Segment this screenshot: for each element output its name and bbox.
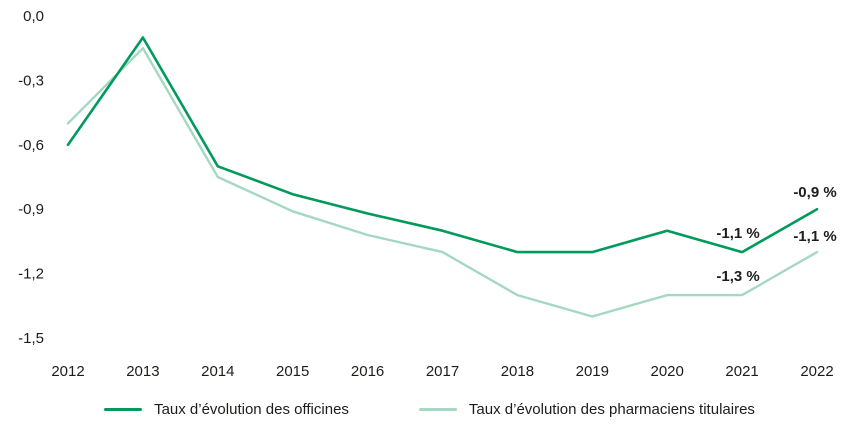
x-tick-label: 2022: [800, 363, 833, 380]
legend-label-titulaires: Taux d’évolution des pharmaciens titulai…: [468, 400, 755, 418]
x-tick-label: 2019: [576, 363, 609, 380]
legend-line-swatch-officines: [104, 407, 143, 411]
x-tick-label: 2013: [126, 363, 159, 380]
value-label: -1,3 %: [716, 268, 759, 285]
x-tick-label: 2015: [276, 363, 309, 380]
legend-item-officines: Taux d’évolution des officines: [104, 401, 349, 418]
value-label: -0,9 %: [793, 184, 836, 201]
y-tick-label: -1,2: [18, 266, 44, 283]
value-label: -1,1 %: [793, 228, 836, 245]
chart-legend: Taux d’évolution des officines Taux d’év…: [0, 388, 859, 430]
x-tick-label: 2014: [201, 363, 234, 380]
line-titulaires: [66, 47, 819, 318]
y-tick-label: -0,3: [18, 72, 44, 89]
y-tick-label: -1,5: [18, 330, 44, 347]
x-tick-label: 2021: [725, 363, 758, 380]
legend-line-swatch-titulaires: [418, 407, 457, 411]
line-officines: [66, 36, 819, 254]
legend-item-titulaires: Taux d’évolution des pharmaciens titulai…: [418, 400, 755, 418]
x-tick-label: 2018: [501, 363, 534, 380]
legend-label-officines: Taux d’évolution des officines: [154, 400, 349, 418]
y-tick-label: -0,9: [18, 201, 44, 218]
line-chart: 0,0 -0,3 -0,6 -0,9 -1,2 -1,5 2012 2013 2014 2015 2…: [18, 8, 837, 380]
x-tick-label: 2020: [651, 363, 684, 380]
y-tick-label: -0,6: [18, 137, 44, 154]
y-tick-label: 0,0: [23, 8, 44, 25]
x-tick-label: 2016: [351, 363, 384, 380]
x-tick-label: 2012: [51, 363, 84, 380]
value-label: -1,1 %: [716, 225, 759, 242]
x-tick-label: 2017: [426, 363, 459, 380]
